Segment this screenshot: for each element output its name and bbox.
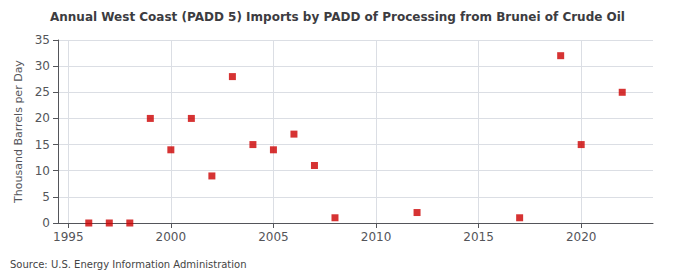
svg-text:25: 25 bbox=[35, 85, 50, 99]
svg-text:2000: 2000 bbox=[156, 230, 187, 244]
svg-text:20: 20 bbox=[35, 111, 50, 125]
svg-text:2005: 2005 bbox=[258, 230, 289, 244]
svg-text:10: 10 bbox=[35, 164, 50, 178]
svg-text:2015: 2015 bbox=[463, 230, 494, 244]
svg-text:Annual West Coast (PADD 5) Imp: Annual West Coast (PADD 5) Imports by PA… bbox=[50, 10, 625, 24]
svg-text:2020: 2020 bbox=[566, 230, 597, 244]
svg-text:Thousand Barrels per Day: Thousand Barrels per Day bbox=[12, 60, 25, 204]
svg-text:1995: 1995 bbox=[53, 230, 84, 244]
svg-text:2010: 2010 bbox=[361, 230, 392, 244]
svg-text:15: 15 bbox=[35, 138, 50, 152]
svg-text:35: 35 bbox=[35, 33, 50, 47]
svg-text:Source: U.S. Energy Informatio: Source: U.S. Energy Information Administ… bbox=[10, 259, 247, 270]
svg-text:0: 0 bbox=[42, 216, 50, 230]
svg-text:5: 5 bbox=[42, 190, 50, 204]
svg-text:30: 30 bbox=[35, 59, 50, 73]
